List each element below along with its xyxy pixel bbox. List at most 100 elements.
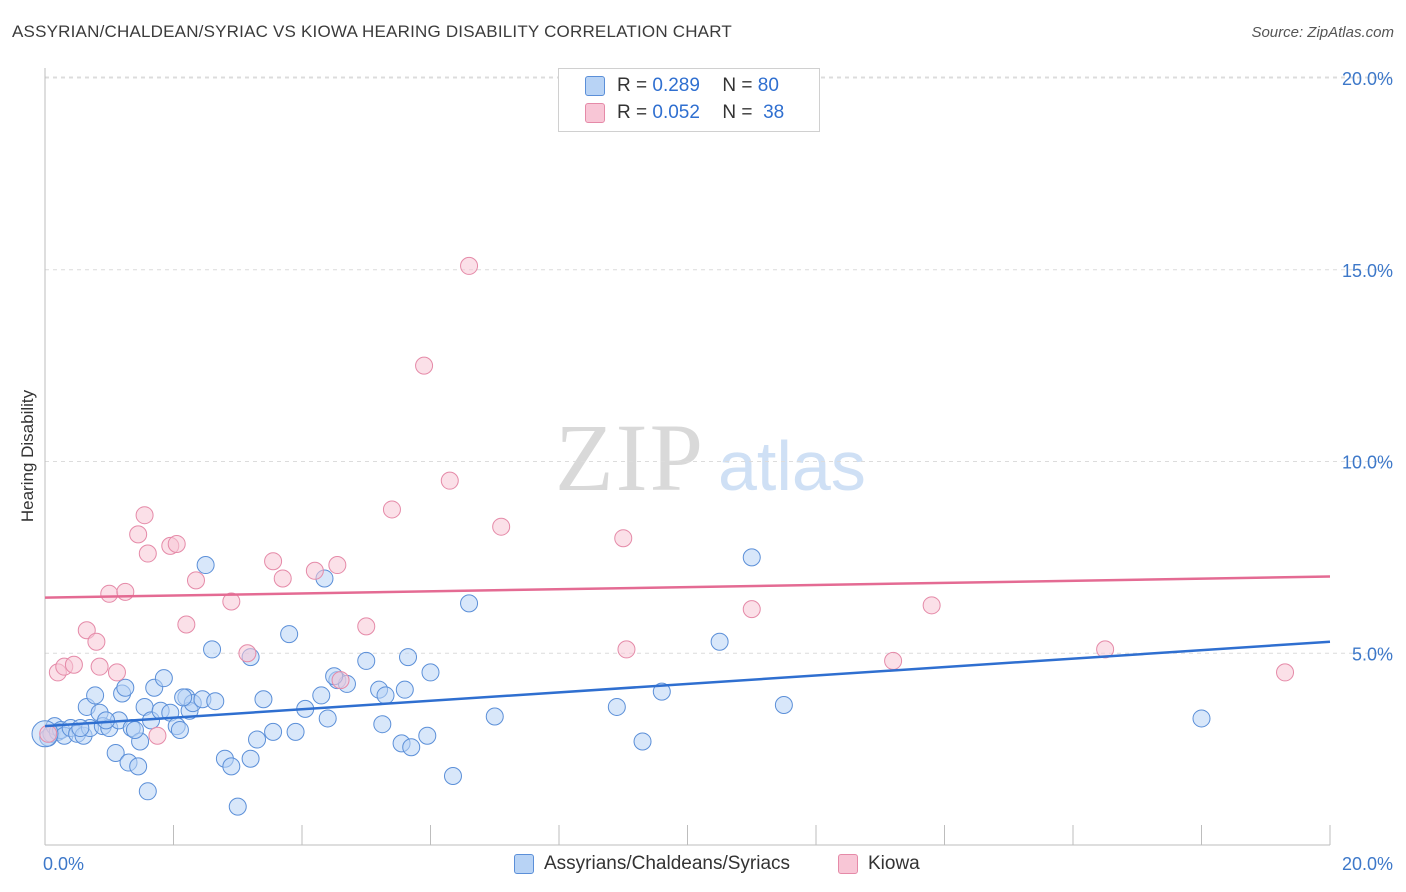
watermark-zip: ZIP — [555, 404, 705, 511]
point-kiowa — [264, 552, 283, 571]
point-assyrians — [203, 640, 222, 659]
point-kiowa — [107, 663, 126, 682]
bottom-legend-label: Kiowa — [868, 853, 920, 874]
point-assyrians — [742, 548, 761, 567]
bottom-legend-label: Assyrians/Chaldeans/Syriacs — [544, 853, 791, 874]
point-kiowa — [138, 544, 157, 563]
point-assyrians — [71, 719, 90, 738]
point-assyrians — [607, 697, 626, 716]
watermark-atlas: atlas — [718, 427, 866, 505]
point-assyrians — [138, 782, 157, 801]
bottom-legend-kiowa: Kiowa — [838, 852, 920, 876]
point-assyrians — [97, 711, 116, 730]
point-kiowa — [186, 571, 205, 590]
point-assyrians — [312, 686, 331, 705]
point-kiowa — [116, 582, 135, 601]
point-assyrians — [196, 556, 215, 575]
point-assyrians — [402, 738, 421, 757]
point-assyrians — [421, 663, 440, 682]
legend-r-value: 0.052 — [652, 102, 700, 123]
y-axis-label: Hearing Disability — [18, 389, 37, 523]
point-assyrians — [241, 749, 260, 768]
point-kiowa — [742, 600, 761, 619]
point-kiowa — [922, 596, 941, 615]
point-assyrians — [652, 682, 671, 701]
point-kiowa — [357, 617, 376, 636]
point-kiowa — [238, 644, 257, 663]
y-tick-label: 15.0% — [1342, 261, 1393, 281]
point-assyrians — [443, 766, 462, 785]
point-assyrians — [286, 722, 305, 741]
point-kiowa — [90, 657, 109, 676]
chart-title: ASSYRIAN/CHALDEAN/SYRIAC VS KIOWA HEARIN… — [12, 22, 732, 41]
point-assyrians — [125, 720, 144, 739]
point-assyrians — [399, 648, 418, 667]
point-kiowa — [77, 621, 96, 640]
chart-source: Source: ZipAtlas.com — [1251, 24, 1394, 41]
series-kiowa — [39, 256, 1295, 745]
legend-r-label: R = — [617, 75, 648, 96]
trend-lines — [44, 575, 1331, 728]
bottom-legend-swatch-blue — [514, 854, 534, 874]
point-kiowa — [328, 556, 347, 575]
point-assyrians — [318, 709, 337, 728]
point-kiowa — [87, 632, 106, 651]
x-tick-label: 0.0% — [43, 854, 84, 874]
point-kiowa — [167, 534, 186, 553]
point-kiowa — [135, 506, 154, 525]
legend-n-value: 38 — [763, 102, 785, 123]
point-assyrians — [418, 726, 437, 745]
y-tick-labels: 5.0% 10.0% 15.0% 20.0% — [1342, 69, 1393, 664]
point-assyrians — [774, 696, 793, 715]
point-assyrians — [460, 594, 479, 613]
point-assyrians — [254, 690, 273, 709]
point-kiowa — [1096, 640, 1115, 659]
trend-line-assyrians — [44, 640, 1331, 728]
bottom-legend-swatch-pink — [838, 854, 858, 874]
point-assyrians — [116, 678, 135, 697]
legend-row-assyrians: R = 0.289 N = 80 — [585, 74, 779, 98]
point-assyrians — [376, 686, 395, 705]
point-kiowa — [305, 561, 324, 580]
point-assyrians — [170, 720, 189, 739]
point-assyrians — [154, 669, 173, 688]
point-kiowa — [884, 651, 903, 670]
point-kiowa — [617, 640, 636, 659]
bottom-legend-assyrians: Assyrians/Chaldeans/Syriacs — [514, 852, 790, 876]
y-tick-label: 5.0% — [1352, 644, 1393, 664]
point-assyrians — [264, 722, 283, 741]
legend-n-label: N = — [722, 102, 753, 123]
point-kiowa — [39, 724, 58, 743]
point-kiowa — [222, 592, 241, 611]
point-assyrians — [357, 651, 376, 670]
legend-n-label: N = — [722, 75, 753, 96]
point-kiowa — [382, 500, 401, 519]
point-assyrians — [280, 625, 299, 644]
legend-r-value: 0.289 — [652, 75, 700, 96]
point-assyrians — [206, 692, 225, 711]
point-kiowa — [614, 529, 633, 548]
point-kiowa — [100, 584, 119, 603]
point-assyrians — [222, 757, 241, 776]
y-tick-label: 20.0% — [1342, 69, 1393, 89]
point-assyrians — [633, 732, 652, 751]
point-assyrians — [710, 632, 729, 651]
legend-row-kiowa: R = 0.052 N = 38 — [585, 101, 784, 125]
point-kiowa — [148, 726, 167, 745]
point-kiowa — [440, 471, 459, 490]
grid-lines — [45, 76, 1392, 654]
point-kiowa — [331, 671, 350, 690]
point-kiowa — [415, 356, 434, 375]
point-kiowa — [273, 569, 292, 588]
point-kiowa — [492, 517, 511, 536]
point-assyrians — [395, 680, 414, 699]
point-kiowa — [177, 615, 196, 634]
x-tick-label: 20.0% — [1342, 854, 1393, 874]
point-assyrians — [373, 715, 392, 734]
point-assyrians — [129, 757, 148, 776]
point-assyrians — [228, 797, 247, 816]
point-assyrians — [248, 730, 267, 749]
point-assyrians — [1192, 709, 1211, 728]
axes — [44, 68, 1331, 846]
